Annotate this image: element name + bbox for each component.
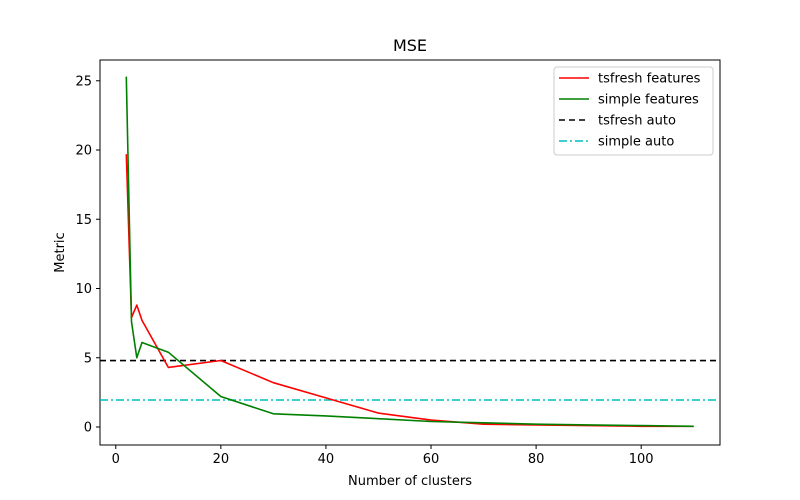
plot-area [99,59,721,446]
series-layer [100,76,720,428]
legend-box [553,66,714,156]
chart-title: MSE [393,36,427,55]
legend-label: tsfresh auto [598,114,676,129]
x-axis-label: Number of clusters [348,474,472,489]
y-tick-label: 5 [84,351,92,366]
legend-label: tsfresh features [598,72,701,87]
y-axis: 0 5 10 15 20 25 [75,74,100,435]
x-tick-label: 0 [112,452,120,467]
y-axis-label: Metric [53,232,68,272]
x-tick-label: 60 [423,452,440,467]
x-tick-label: 20 [213,452,230,467]
legend-label: simple auto [598,135,674,150]
y-tick-label: 20 [75,144,92,159]
series-tsfresh-features [125,154,694,428]
y-tick-label: 15 [75,213,92,228]
x-axis: 0 20 40 60 80 100 [112,445,654,467]
x-tick-label: 40 [318,452,335,467]
legend: tsfresh features simple features tsfresh a… [553,66,714,156]
series-simple-features [125,76,694,428]
plot-frame [99,59,721,446]
y-tick-label: 25 [75,74,92,89]
y-tick-label: 0 [84,420,92,435]
x-tick-label: 100 [629,452,654,467]
x-tick-label: 80 [528,452,545,467]
legend-label: simple features [598,93,699,108]
y-tick-label: 10 [75,282,92,297]
